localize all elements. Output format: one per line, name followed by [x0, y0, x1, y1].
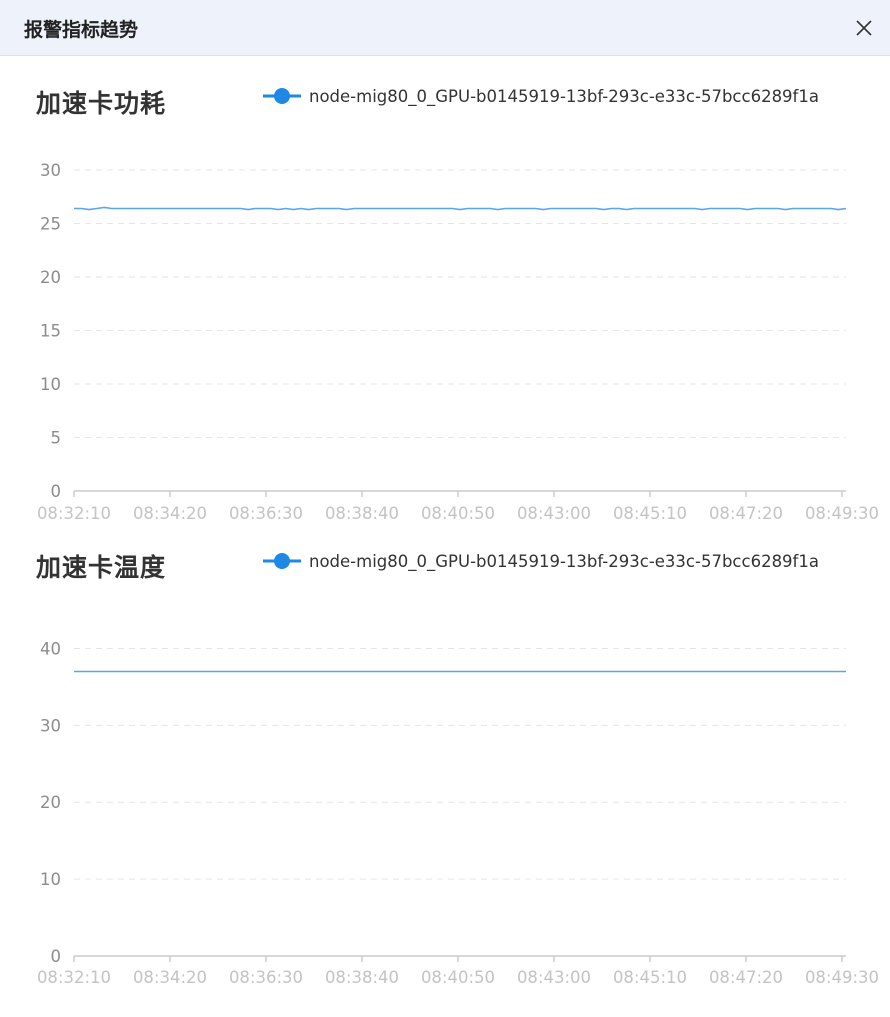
x-tick-label: 08:40:50	[421, 968, 495, 987]
y-tick-label: 10	[40, 375, 61, 394]
x-tick-label: 08:34:20	[133, 504, 207, 523]
x-tick-label: 08:49:30	[805, 968, 879, 987]
x-tick-label: 08:47:20	[709, 968, 783, 987]
x-tick-label: 08:43:00	[517, 504, 591, 523]
chart-legend[interactable]: node-mig80_0_GPU-b0145919-13bf-293c-e33c…	[263, 548, 819, 574]
y-tick-label: 0	[51, 947, 62, 966]
power-line-chart: 0 5 10 15 20 25 30 08:32:10 08:34:20 08:36:30 08:3…	[37, 161, 879, 523]
x-tick-label: 08:45:10	[613, 504, 687, 523]
close-icon	[856, 20, 872, 36]
series-line[interactable]	[74, 206, 847, 211]
chart-title: 加速卡功耗	[36, 89, 167, 118]
y-tick-label: 30	[40, 161, 61, 180]
close-button[interactable]	[852, 16, 876, 40]
x-tick-label: 08:38:40	[325, 968, 399, 987]
legend-label: node-mig80_0_GPU-b0145919-13bf-293c-e33c…	[309, 86, 819, 106]
y-tick-label: 15	[40, 322, 61, 341]
x-tick-label: 08:32:10	[37, 968, 111, 987]
y-tick-label: 10	[40, 870, 61, 889]
y-tick-label: 40	[40, 639, 61, 658]
x-tick-label: 08:38:40	[325, 504, 399, 523]
x-tick-label: 08:34:20	[133, 968, 207, 987]
x-tick-label: 08:43:00	[517, 968, 591, 987]
x-tick-label: 08:45:10	[613, 968, 687, 987]
x-tick-label: 08:47:20	[709, 504, 783, 523]
y-tick-label: 5	[51, 429, 62, 448]
x-tick-label: 08:36:30	[229, 968, 303, 987]
x-tick-label: 08:40:50	[421, 504, 495, 523]
legend-label: node-mig80_0_GPU-b0145919-13bf-293c-e33c…	[309, 551, 819, 571]
x-tick-label: 08:32:10	[37, 504, 111, 523]
x-tick-label: 08:49:30	[805, 504, 879, 523]
y-tick-label: 20	[40, 268, 61, 287]
dialog-header: 报警指标趋势	[0, 0, 890, 56]
legend-line-dot-icon	[263, 553, 301, 569]
legend-line-dot-icon	[263, 88, 301, 104]
dialog-title: 报警指标趋势	[24, 19, 139, 41]
chart-legend[interactable]: node-mig80_0_GPU-b0145919-13bf-293c-e33c…	[263, 83, 819, 109]
chart-title: 加速卡温度	[36, 553, 167, 582]
x-tick-label: 08:36:30	[229, 504, 303, 523]
y-tick-label: 25	[40, 215, 61, 234]
y-tick-label: 20	[40, 793, 61, 812]
y-tick-label: 0	[51, 482, 62, 501]
y-tick-label: 30	[40, 716, 61, 735]
